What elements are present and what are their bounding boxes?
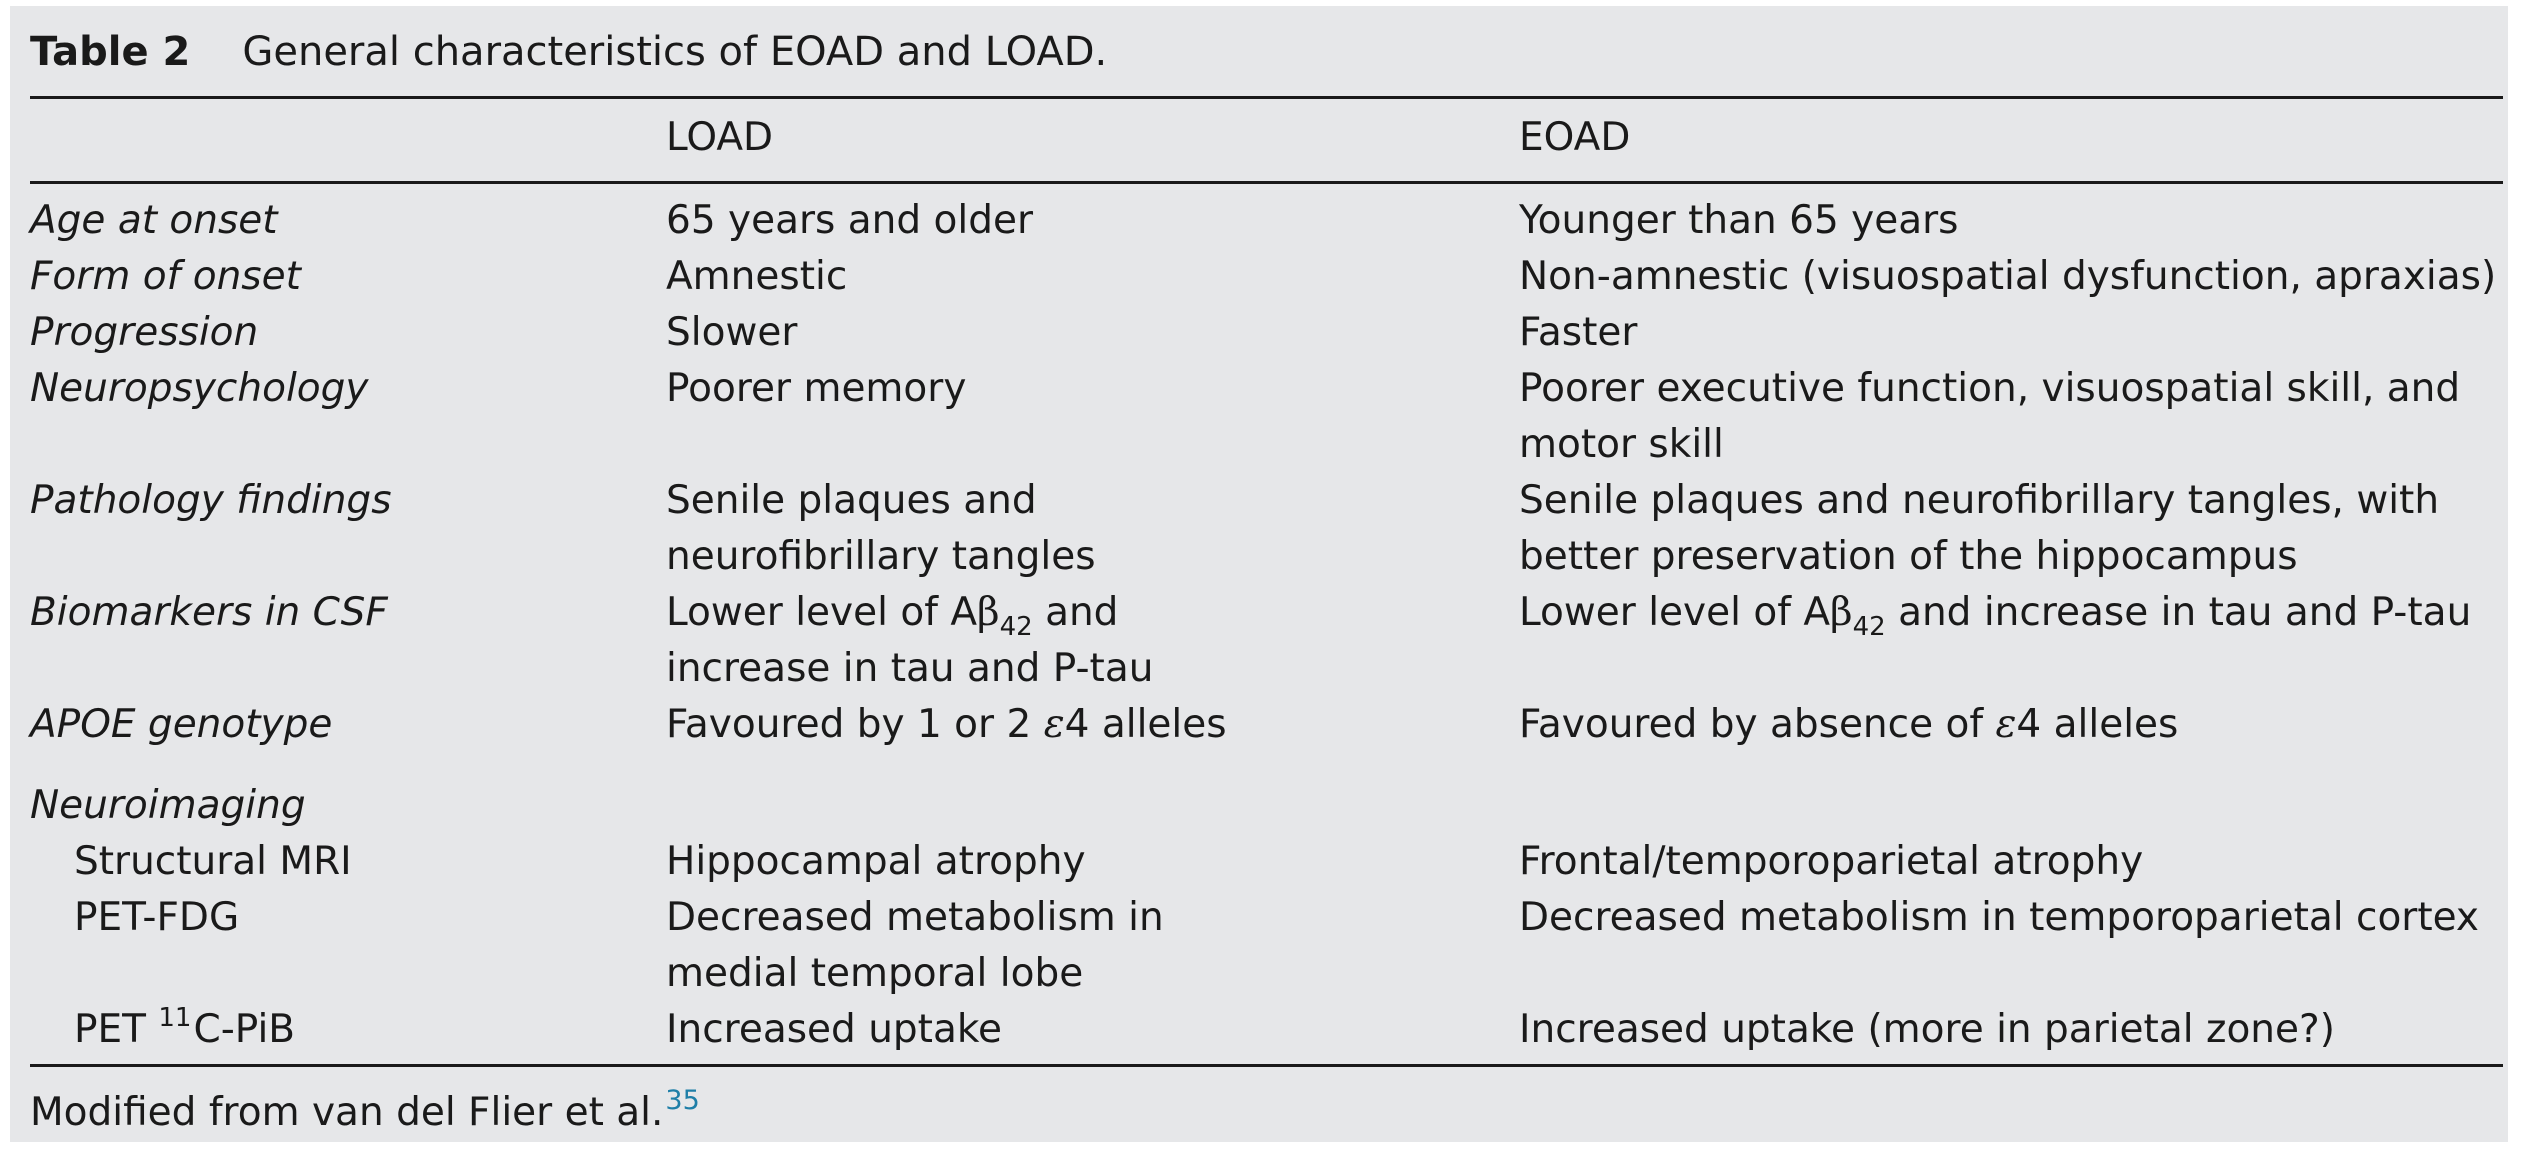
row-label-neuropsychology: Neuropsychology bbox=[30, 366, 369, 411]
row-label-pet-fdg: PET-FDG bbox=[74, 895, 240, 940]
load-biomarkers-line2: increase in tau and P-tau bbox=[666, 646, 1154, 691]
subscript-42: 42 bbox=[1852, 612, 1886, 642]
load-apoe: Favoured by 1 or 2 ε4 alleles bbox=[666, 697, 1227, 753]
beta-symbol: β bbox=[977, 590, 1000, 635]
epsilon-symbol: ε bbox=[1043, 702, 1065, 747]
footnote-text: Modified from van del Flier et al. bbox=[30, 1090, 664, 1135]
eoad-neuropsychology-line1: Poorer executive function, visuospatial … bbox=[1519, 366, 2461, 411]
eoad-pathology-line1: Senile plaques and neurofibrillary tangl… bbox=[1519, 478, 2440, 523]
row-label-structural-mri: Structural MRI bbox=[74, 839, 352, 884]
load-apoe-rest: 4 alleles bbox=[1064, 702, 1227, 747]
pet-label: PET bbox=[74, 1007, 159, 1052]
eoad-biomarkers-text: Lower level of A bbox=[1519, 590, 1831, 635]
eoad-apoe-rest: 4 alleles bbox=[2016, 702, 2179, 747]
load-biomarkers-line1: Lower level of Aβ42 and bbox=[666, 585, 1118, 645]
eoad-pathology-line2: better preservation of the hippocampus bbox=[1519, 534, 2298, 579]
eoad-form-of-onset: Non-amnestic (visuospatial dysfunction, … bbox=[1519, 254, 2497, 299]
load-structural-mri: Hippocampal atrophy bbox=[666, 839, 1086, 884]
load-biomarkers-text: Lower level of A bbox=[666, 590, 978, 635]
eoad-pet-cpib: Increased uptake (more in parietal zone?… bbox=[1519, 1007, 2335, 1052]
eoad-structural-mri: Frontal/temporoparietal atrophy bbox=[1519, 839, 2144, 884]
row-label-progression: Progression bbox=[30, 310, 259, 355]
table-caption: Table 2 General characteristics of EOAD a… bbox=[30, 28, 1107, 76]
row-label-age-at-onset: Age at onset bbox=[30, 198, 278, 243]
table-label: Table 2 bbox=[30, 29, 191, 75]
column-header-eoad: EOAD bbox=[1519, 115, 1631, 160]
load-pathology-line1: Senile plaques and bbox=[666, 478, 1037, 523]
load-pet-fdg-line1: Decreased metabolism in bbox=[666, 895, 1164, 940]
eoad-biomarkers: Lower level of Aβ42 and increase in tau … bbox=[1519, 585, 2471, 645]
load-pet-fdg-line2: medial temporal lobe bbox=[666, 951, 1084, 996]
load-form-of-onset: Amnestic bbox=[666, 254, 848, 299]
row-label-neuroimaging: Neuroimaging bbox=[30, 783, 306, 828]
eoad-pet-fdg: Decreased metabolism in temporoparietal … bbox=[1519, 895, 2480, 940]
superscript-11: 11 bbox=[158, 1003, 192, 1033]
load-age-at-onset: 65 years and older bbox=[666, 198, 1033, 243]
top-rule bbox=[30, 96, 2503, 99]
eoad-apoe-text: Favoured by absence of bbox=[1519, 702, 1996, 747]
eoad-progression: Faster bbox=[1519, 310, 1638, 355]
subscript-42: 42 bbox=[999, 612, 1033, 642]
load-progression: Slower bbox=[666, 310, 798, 355]
header-rule bbox=[30, 181, 2503, 184]
load-biomarkers-and: and bbox=[1032, 590, 1119, 635]
eoad-neuropsychology-line2: motor skill bbox=[1519, 422, 1724, 467]
eoad-biomarkers-rest: and increase in tau and P-tau bbox=[1885, 590, 2472, 635]
column-header-load: LOAD bbox=[666, 115, 774, 160]
load-pet-cpib: Increased uptake bbox=[666, 1007, 1003, 1052]
table-footnote: Modified from van del Flier et al.35 bbox=[30, 1085, 700, 1145]
epsilon-symbol: ε bbox=[1995, 702, 2017, 747]
row-label-pet-cpib: PET 11C-PiB bbox=[74, 1002, 295, 1062]
load-pathology-line2: neurofibrillary tangles bbox=[666, 534, 1096, 579]
table-panel bbox=[10, 6, 2508, 1142]
row-label-pathology-findings: Pathology findings bbox=[30, 478, 392, 523]
cpib-label: C-PiB bbox=[193, 1007, 296, 1052]
row-label-form-of-onset: Form of onset bbox=[30, 254, 301, 299]
load-apoe-text: Favoured by 1 or 2 bbox=[666, 702, 1044, 747]
eoad-apoe: Favoured by absence of ε4 alleles bbox=[1519, 697, 2178, 753]
bottom-rule bbox=[30, 1064, 2503, 1067]
table-title: General characteristics of EOAD and LOAD… bbox=[242, 29, 1108, 75]
load-neuropsychology: Poorer memory bbox=[666, 366, 967, 411]
eoad-age-at-onset: Younger than 65 years bbox=[1519, 198, 1959, 243]
beta-symbol: β bbox=[1830, 590, 1853, 635]
row-label-biomarkers-in-csf: Biomarkers in CSF bbox=[30, 590, 388, 635]
row-label-apoe-genotype: APOE genotype bbox=[30, 702, 333, 747]
reference-link[interactable]: 35 bbox=[665, 1085, 700, 1116]
